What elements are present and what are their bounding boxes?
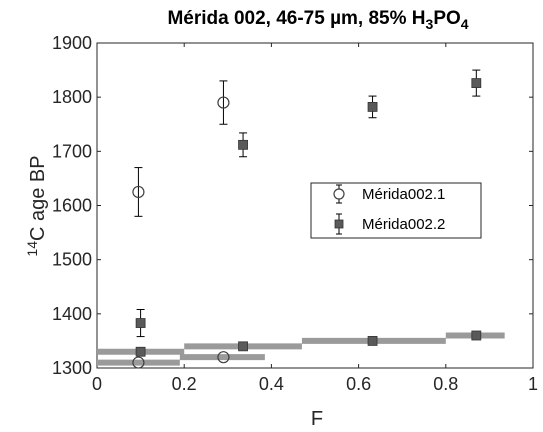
range-marker-circle bbox=[132, 356, 145, 369]
axes: 0 0.2 0.4 0.6 0.8 1 1300 1400 1500 1600 1700 1800 19… bbox=[52, 33, 538, 394]
x-tick-label: 0.6 bbox=[346, 374, 371, 394]
x-tick-label: 0.2 bbox=[172, 374, 197, 394]
x-tick-label: 0.8 bbox=[433, 374, 458, 394]
y-tick-label: 1500 bbox=[52, 250, 92, 270]
range-marker-square bbox=[367, 336, 378, 346]
x-tick-label: 1 bbox=[528, 374, 538, 394]
data-point-square bbox=[238, 139, 248, 150]
data-point-square bbox=[471, 78, 482, 88]
y-tick-label: 1800 bbox=[52, 87, 92, 107]
range-marker-square bbox=[135, 346, 146, 357]
y-tick-label: 1700 bbox=[52, 141, 92, 161]
legend-marker-square bbox=[334, 213, 344, 235]
legend: Mérida002.1 Mérida002.2 bbox=[310, 182, 482, 239]
data-point-circle bbox=[217, 96, 230, 109]
x-tick-label: 0 bbox=[92, 374, 102, 394]
x-axis-label: F bbox=[311, 408, 323, 430]
legend-marker-circle bbox=[333, 184, 345, 204]
range-marker-circle bbox=[217, 351, 230, 364]
x-tick-label: 0.4 bbox=[259, 374, 284, 394]
y-tick-label: 1300 bbox=[52, 358, 92, 378]
range-bars bbox=[97, 332, 505, 366]
chart-title: Mérida 002, 46-75 µm, 85% H3PO4 bbox=[167, 8, 468, 32]
data-point-circle bbox=[132, 185, 145, 199]
data-point-square bbox=[135, 318, 146, 328]
y-tick-label: 1400 bbox=[52, 304, 92, 324]
range-marker-square bbox=[238, 341, 248, 352]
legend-label-series2: Mérida002.2 bbox=[362, 216, 445, 233]
error-bar bbox=[219, 80, 228, 125]
y-axis-label: 14C age BP bbox=[24, 155, 49, 256]
y-tick-label: 1600 bbox=[52, 196, 92, 216]
data-points bbox=[132, 69, 482, 369]
legend-label-series1: Mérida002.1 bbox=[362, 186, 445, 203]
range-marker-square bbox=[471, 330, 482, 341]
data-point-square bbox=[367, 102, 378, 112]
y-tick-label: 1900 bbox=[52, 33, 92, 53]
error-bar bbox=[134, 167, 143, 217]
